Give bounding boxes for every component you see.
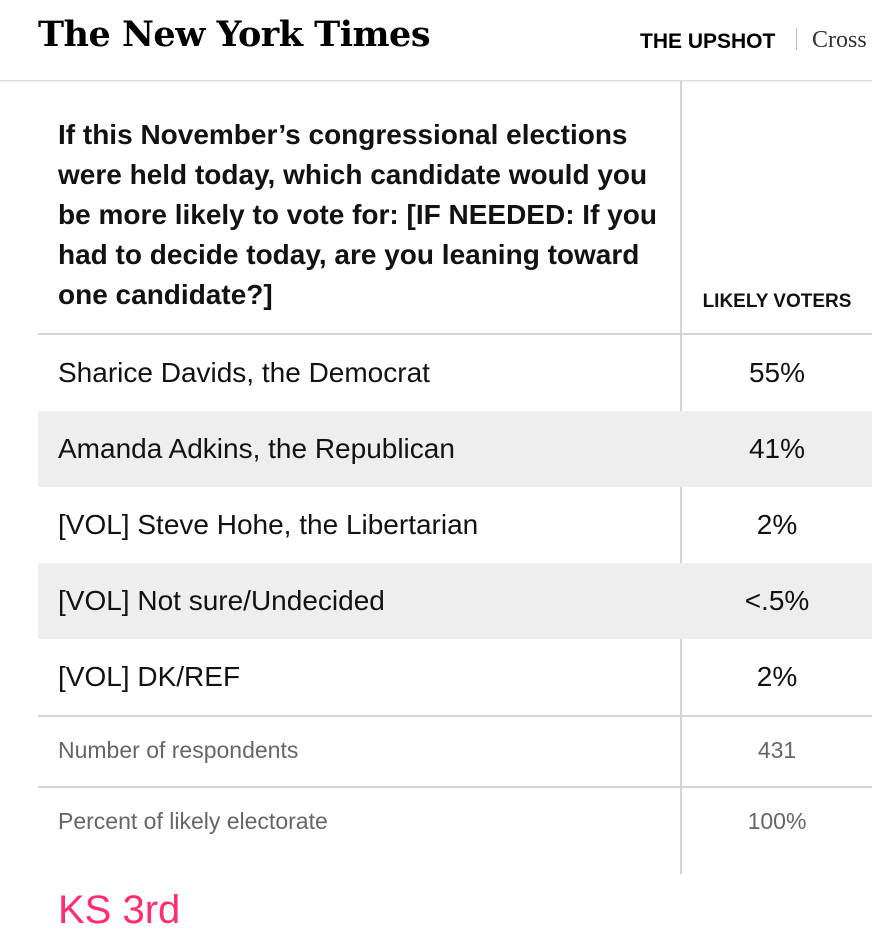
row-value: <.5% — [744, 585, 810, 616]
crosstabs-link[interactable]: Cross — [812, 27, 867, 53]
top-navigation-bar: The New York Times THE UPSHOT Cross — [0, 0, 872, 81]
row-label: Amanda Adkins, the Republican — [58, 433, 455, 464]
respondents-row: Number of respondents 431 — [38, 715, 872, 786]
table-row: [VOL] DK/REF 2% — [38, 639, 872, 715]
table-row: [VOL] Steve Hohe, the Libertarian 2% — [38, 487, 872, 563]
row-label: [VOL] Steve Hohe, the Libertarian — [58, 509, 479, 540]
row-value: 41% — [748, 433, 806, 464]
table-header: If this November’s congressional electio… — [38, 81, 872, 335]
nav-divider — [796, 28, 797, 50]
table-row: Sharice Davids, the Democrat 55% — [38, 335, 872, 411]
meta-value: 431 — [757, 737, 797, 763]
table-row: Amanda Adkins, the Republican 41% — [38, 411, 872, 487]
row-value: 55% — [748, 357, 806, 388]
row-label: [VOL] DK/REF — [58, 661, 241, 692]
section-link-the-upshot[interactable]: THE UPSHOT — [640, 30, 776, 53]
row-label: [VOL] Not sure/Undecided — [58, 585, 385, 616]
column-header-likely-voters: LIKELY VOTERS — [702, 291, 852, 312]
meta-label: Percent of likely electorate — [58, 808, 328, 834]
nyt-logo[interactable]: The New York Times — [38, 14, 431, 55]
crosstab-table: If this November’s congressional electio… — [38, 81, 872, 874]
row-label: Sharice Davids, the Democrat — [58, 357, 430, 388]
row-value: 2% — [756, 661, 798, 692]
meta-value: 100% — [747, 808, 807, 834]
electorate-row: Percent of likely electorate 100% — [38, 786, 872, 857]
district-caption: KS 3rd — [58, 888, 181, 932]
row-value: 2% — [756, 509, 798, 540]
survey-question: If this November’s congressional electio… — [58, 119, 657, 310]
table-row: [VOL] Not sure/Undecided <.5% — [38, 563, 872, 639]
meta-label: Number of respondents — [58, 737, 299, 763]
